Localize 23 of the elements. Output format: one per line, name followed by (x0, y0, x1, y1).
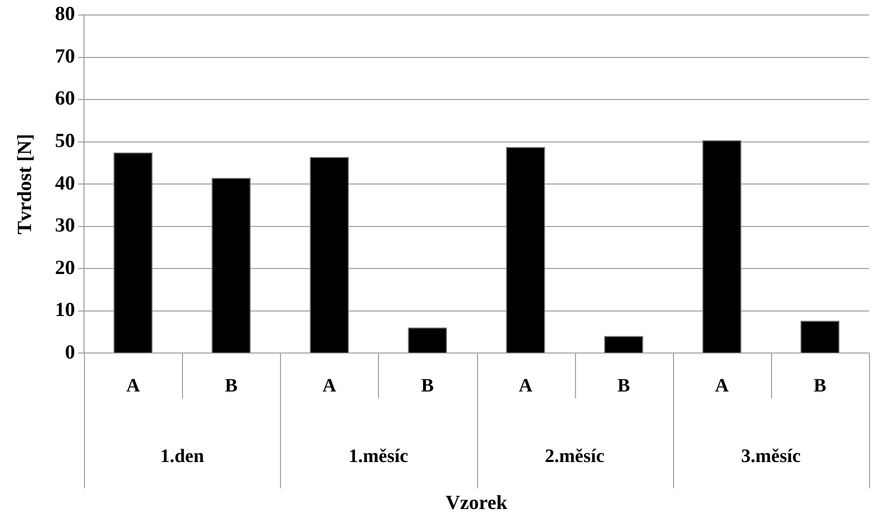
y-tick-label: 70 (55, 45, 75, 68)
text: 3.měsíc (741, 446, 801, 468)
y-tick-label: 40 (55, 172, 75, 194)
x-tick-label: A (518, 376, 533, 397)
x-tick-label: B (421, 376, 434, 397)
text: 1.měsíc (348, 446, 408, 468)
x-tick-label: A (126, 376, 140, 397)
text: 2.měsíc (544, 446, 604, 468)
x-tick-label: B (224, 376, 238, 397)
x-tick-label: B (814, 376, 827, 397)
y-tick-label: 20 (55, 256, 75, 279)
x-tick-label: A (714, 376, 729, 397)
y-tick-label: 80 (55, 3, 75, 26)
y-tick-label: 10 (55, 299, 75, 322)
y-axis-title: Tvrdost [N] (14, 134, 36, 234)
x-tick-label: B (617, 376, 630, 397)
x-tick-label: A (322, 376, 336, 397)
y-tick-label: 0 (65, 341, 75, 364)
y-tick-label: 50 (55, 130, 75, 152)
y-tick-label: 60 (55, 88, 75, 110)
text: 1.den (160, 446, 204, 468)
x-axis-title: Vzorek (446, 492, 508, 514)
y-tick-label: 30 (55, 214, 75, 237)
